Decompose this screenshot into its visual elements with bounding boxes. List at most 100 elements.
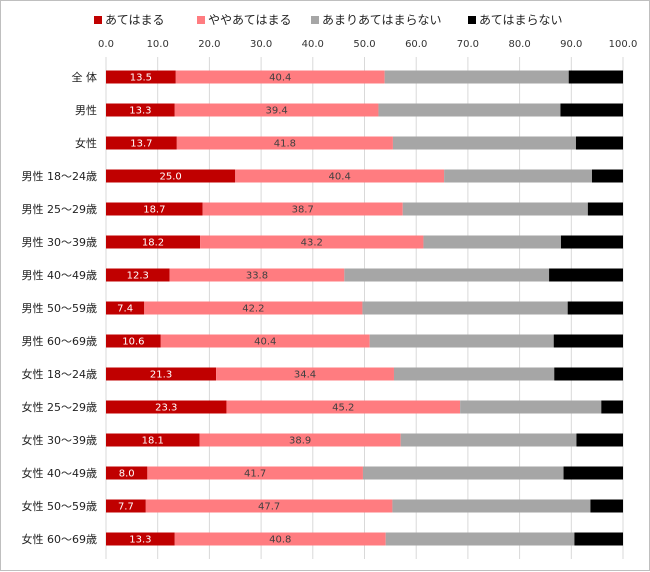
bar-segment [226, 400, 461, 414]
data-label: 23.3 [155, 403, 177, 414]
bar-segment [106, 532, 175, 546]
bar-row: 13.5 40.4 [106, 70, 623, 84]
bar-segment [576, 433, 623, 447]
data-label: 12.3 [127, 271, 149, 282]
bar-segment [175, 70, 385, 84]
legend-swatch [311, 16, 319, 24]
legend-label: あてはまらない [479, 13, 563, 27]
data-label: 13.3 [129, 535, 151, 546]
bar-segment [460, 400, 602, 414]
x-tick-label: 40.0 [302, 39, 324, 50]
data-label: 39.4 [265, 106, 287, 117]
bar-segment [392, 499, 591, 513]
bar-segment [106, 367, 217, 381]
bar-segment [199, 433, 401, 447]
bar-segment [106, 301, 145, 315]
bar-segment [563, 466, 623, 480]
legend-item: あてはまらない [468, 13, 563, 27]
bar-row: 18.7 38.7 [106, 202, 623, 216]
bar-segment [174, 532, 386, 546]
bar-segment [574, 532, 623, 546]
bar-segment [344, 268, 550, 282]
category-label: 男性 60～69歳 [22, 334, 98, 348]
x-tick-label: 20.0 [198, 39, 220, 50]
bar-segment [202, 202, 403, 216]
category-label: 女性 30～39歳 [22, 433, 98, 447]
bar-row: 7.4 42.2 [106, 301, 623, 315]
bar-segment [575, 136, 623, 150]
category-label: 男性 [75, 103, 97, 117]
bar-segment [549, 268, 623, 282]
bar-segment [384, 70, 569, 84]
data-label: 13.5 [130, 73, 152, 84]
bar-segment [567, 301, 623, 315]
data-label: 18.1 [142, 436, 164, 447]
bar-row: 7.7 47.7 [106, 499, 623, 513]
bar-row: 21.3 34.4 [106, 367, 623, 381]
bar-segment [176, 136, 393, 150]
bar-segment [106, 103, 175, 117]
data-label: 40.4 [269, 73, 291, 84]
data-label: 13.3 [129, 106, 151, 117]
category-label: 女性 18～24歳 [22, 367, 98, 381]
bar-row: 25.0 40.4 [106, 169, 623, 183]
bar-segment [106, 268, 170, 282]
bar-segment [145, 499, 393, 513]
category-label: 女性 40～49歳 [22, 466, 98, 480]
data-label: 18.2 [142, 238, 164, 249]
bars: 13.5 40.4 13.3 39.4 13.7 41.8 25.0 40.4 18.7 38.7… [106, 70, 623, 546]
x-tick-label: 30.0 [250, 39, 272, 50]
legend: あてはまる ややあてはまる あまりあてはまらない あてはまらない [94, 13, 563, 27]
bar-segment [169, 268, 345, 282]
data-label: 38.7 [292, 205, 314, 216]
data-label: 7.7 [118, 502, 134, 513]
data-label: 8.0 [119, 469, 135, 480]
category-label: 全 体 [72, 70, 98, 84]
category-label: 男性 40～49歳 [22, 268, 98, 282]
data-label: 43.2 [301, 238, 323, 249]
legend-item: ややあてはまる [197, 13, 292, 27]
bar-segment [216, 367, 394, 381]
bar-segment [392, 136, 576, 150]
bar-row: 13.3 39.4 [106, 103, 623, 117]
bar-segment [106, 70, 176, 84]
data-label: 13.7 [130, 139, 152, 150]
x-tick-label: 60.0 [405, 39, 427, 50]
bar-segment [400, 433, 577, 447]
legend-swatch [94, 16, 102, 24]
data-label: 40.8 [269, 535, 291, 546]
bar-segment [402, 202, 588, 216]
bar-segment [568, 70, 623, 84]
bar-segment [106, 499, 146, 513]
data-label: 45.2 [332, 403, 354, 414]
legend-label: ややあてはまる [208, 13, 292, 27]
category-label: 女性 [75, 136, 97, 150]
bar-row: 10.6 40.4 [106, 334, 623, 348]
bar-segment [423, 235, 561, 249]
legend-item: あてはまる [94, 13, 165, 27]
data-label: 40.4 [254, 337, 276, 348]
bar-row: 18.1 38.9 [106, 433, 623, 447]
data-label: 47.7 [258, 502, 280, 513]
bar-segment [106, 334, 161, 348]
bar-segment [590, 499, 623, 513]
bar-segment [385, 532, 575, 546]
x-tick-label: 0.0 [98, 39, 114, 50]
bar-segment [560, 235, 623, 249]
data-label: 33.8 [246, 271, 268, 282]
data-label: 34.4 [294, 370, 316, 381]
bar-segment [560, 103, 623, 117]
bar-segment [591, 169, 623, 183]
data-label: 41.7 [244, 469, 266, 480]
x-tick-label: 90.0 [560, 39, 582, 50]
bar-segment [378, 103, 561, 117]
bar-segment [106, 466, 148, 480]
bar-row: 18.2 43.2 [106, 235, 623, 249]
bar-segment [144, 301, 363, 315]
legend-label: あまりあてはまらない [322, 13, 442, 27]
data-label: 25.0 [159, 172, 181, 183]
bar-segment [147, 466, 363, 480]
bar-segment [106, 235, 201, 249]
bar-segment [106, 400, 227, 414]
